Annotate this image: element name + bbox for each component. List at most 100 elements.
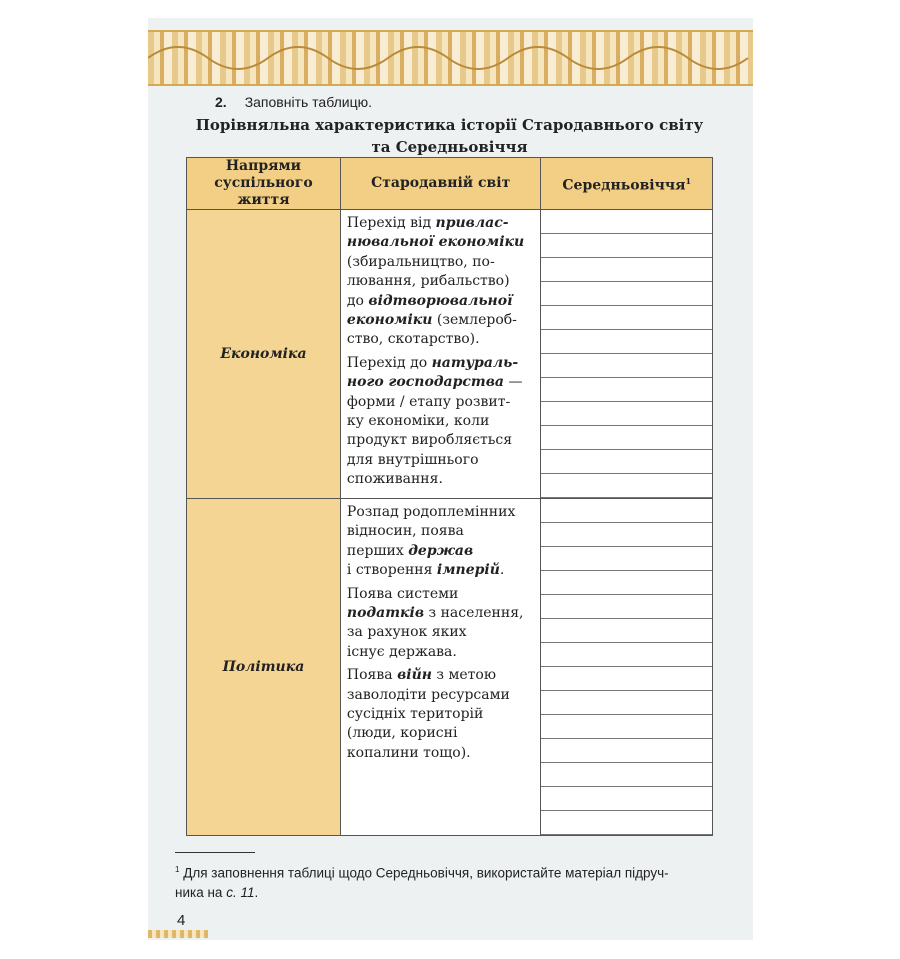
answer-line[interactable] — [541, 763, 712, 787]
footnote: 1 Для заповнення таблиці щодо Середньові… — [175, 865, 669, 900]
ornament-scroll-icon — [148, 46, 749, 70]
text-segment: за рахунок яких — [346, 624, 467, 641]
category-politics: Політика — [186, 498, 341, 836]
answer-line[interactable] — [541, 282, 712, 306]
text-segment: перших — [346, 542, 409, 559]
text-line: економіки (землероб- — [347, 311, 536, 330]
table-row-politics: Політика Розпад родоплемінних відносин, п… — [186, 498, 713, 836]
answer-line[interactable] — [541, 499, 712, 523]
text-segment: форми / етапу розвит- — [346, 393, 511, 410]
text-segment: Перехід до — [346, 354, 432, 371]
key-term: привлас- — [435, 215, 509, 231]
table-row-economy: Економіка Перехід від привлас-нювальної … — [186, 209, 713, 499]
header-ancient-world: Стародавній світ — [339, 157, 542, 210]
answer-line[interactable] — [541, 547, 712, 571]
text-line: продукт виробляється — [347, 431, 536, 450]
answer-line[interactable] — [541, 523, 712, 547]
answer-line[interactable] — [541, 595, 712, 619]
header-middle-ages: Середньовіччя1 — [540, 157, 713, 210]
key-term: податків — [346, 605, 425, 622]
text-segment: сусідніх територій — [346, 706, 484, 723]
answer-line[interactable] — [541, 402, 712, 426]
title-line-1: Порівняльна характеристика історії Старо… — [195, 116, 704, 134]
ancient-economy-text: Перехід від привлас-нювальної економіки (… — [339, 209, 542, 499]
comparison-table: Напрями суспільного життя Стародавній сві… — [186, 157, 713, 836]
text-line: ного господарства — — [347, 373, 536, 392]
text-line: за рахунок яких — [347, 623, 536, 642]
text-line: Розпад родоплемінних — [347, 503, 536, 522]
text-segment: ку економіки, коли — [346, 413, 490, 430]
text-segment: відносин, поява — [346, 523, 464, 540]
answer-line[interactable] — [541, 426, 712, 450]
text-segment: продукт виробляється — [346, 432, 513, 449]
answer-line[interactable] — [541, 811, 712, 835]
answer-line[interactable] — [541, 354, 712, 378]
text-segment: (землероб- — [432, 312, 517, 329]
text-segment: (люди, корисні — [346, 725, 458, 742]
answer-line[interactable] — [541, 739, 712, 763]
text-segment: з населення, — [424, 605, 524, 622]
key-term: держав — [408, 542, 474, 559]
middle-ages-politics-answer-lines[interactable] — [540, 498, 713, 836]
text-line: Перехід до натураль- — [347, 354, 536, 373]
text-line: Перехід від привлас- — [347, 214, 536, 233]
key-term: відтворювальної — [368, 292, 513, 309]
task-instruction: 2. Заповніть таблицю. — [215, 94, 372, 110]
text-line: відносин, поява — [347, 522, 536, 541]
answer-line[interactable] — [541, 619, 712, 643]
text-line: (збиральництво, по- — [347, 253, 536, 272]
paragraph: Поява війн з метою заволодіти ресурсами су… — [347, 666, 536, 763]
key-term: економіки — [346, 312, 433, 329]
text-segment: Поява системи — [346, 585, 459, 602]
key-term: імперій — [436, 562, 500, 579]
answer-line[interactable] — [541, 258, 712, 282]
answer-line[interactable] — [541, 234, 712, 258]
text-line: існує держава. — [347, 643, 536, 662]
text-line: і створення імперій. — [347, 561, 536, 580]
text-segment: і створення — [346, 562, 437, 579]
text-segment: лювання, рибальство) — [346, 273, 510, 290]
answer-line[interactable] — [541, 691, 712, 715]
key-term: ного господарства — [346, 374, 504, 391]
answer-line[interactable] — [541, 571, 712, 595]
answer-line[interactable] — [541, 306, 712, 330]
middle-ages-economy-answer-lines[interactable] — [540, 209, 713, 499]
paragraph: Перехід до натураль-ного господарства — ф… — [347, 354, 536, 490]
text-line: ку економіки, коли — [347, 412, 536, 431]
text-line: перших держав — [347, 542, 536, 561]
text-segment: . — [499, 562, 505, 579]
text-line: ство, скотарство). — [347, 330, 536, 349]
footnote-divider — [175, 852, 255, 853]
text-line: податків з населення, — [347, 604, 536, 623]
text-line: копалини тощо). — [347, 744, 536, 763]
answer-line[interactable] — [541, 715, 712, 739]
text-segment: Розпад родоплемінних — [346, 504, 516, 520]
task-number: 2. — [215, 94, 227, 110]
text-line: споживання. — [347, 470, 536, 489]
text-segment: споживання. — [346, 471, 443, 488]
answer-line[interactable] — [541, 330, 712, 354]
answer-line[interactable] — [541, 450, 712, 474]
text-segment: копалини тощо). — [346, 744, 471, 761]
answer-line[interactable] — [541, 667, 712, 691]
answer-line[interactable] — [541, 378, 712, 402]
header-directions: Напрями суспільного життя — [186, 157, 341, 210]
answer-line[interactable] — [541, 787, 712, 811]
ancient-politics-text: Розпад родоплемінних відносин, поява перши… — [339, 498, 542, 836]
key-term: нювальної економіки — [346, 234, 525, 251]
table-header-row: Напрями суспільного життя Стародавній сві… — [186, 157, 713, 210]
decorative-ornament-band — [148, 30, 753, 86]
text-line: Поява війн з метою — [347, 666, 536, 685]
answer-line[interactable] — [541, 210, 712, 234]
paragraph: Розпад родоплемінних відносин, поява перши… — [347, 503, 536, 581]
text-segment: — — [504, 374, 523, 391]
title-line-2: та Середньовіччя — [371, 138, 528, 156]
key-term: війн — [397, 667, 432, 684]
answer-line[interactable] — [541, 474, 712, 498]
text-segment: для внутрішнього — [346, 451, 479, 468]
task-text: Заповніть таблицю. — [244, 94, 372, 110]
text-segment: ство, скотарство). — [346, 331, 480, 348]
text-segment: Перехід від — [346, 215, 436, 231]
answer-line[interactable] — [541, 643, 712, 667]
text-line: заволодіти ресурсами — [347, 686, 536, 705]
